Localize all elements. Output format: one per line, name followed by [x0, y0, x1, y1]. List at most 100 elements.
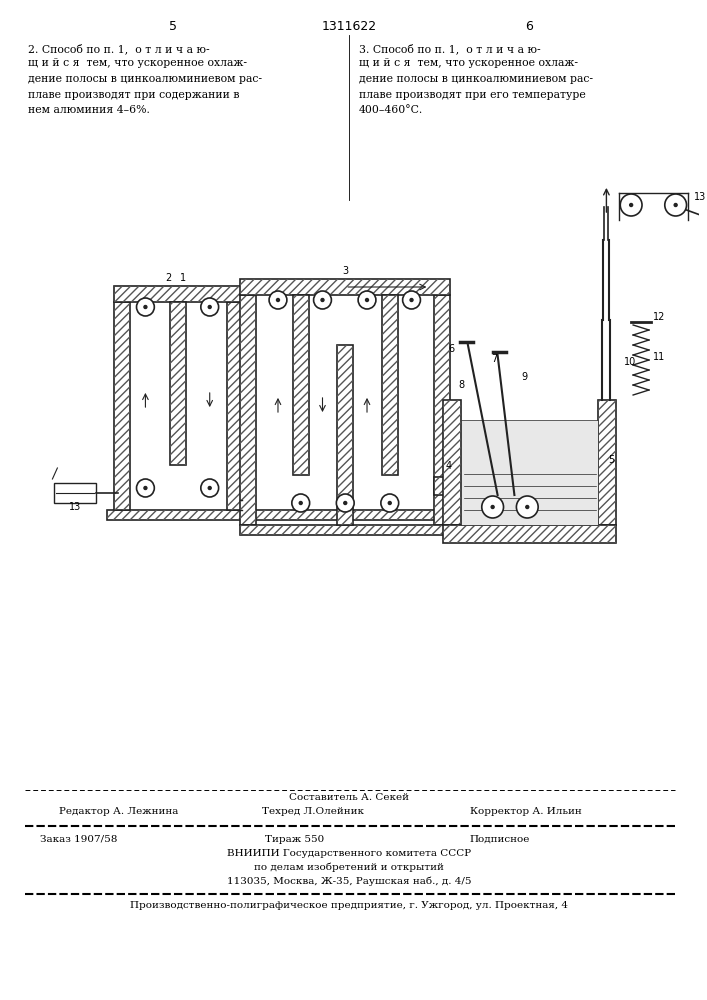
- Text: 5: 5: [169, 19, 177, 32]
- Circle shape: [358, 291, 376, 309]
- Bar: [226, 302, 243, 510]
- Text: 2: 2: [165, 273, 171, 283]
- Circle shape: [402, 291, 421, 309]
- Bar: [434, 295, 450, 525]
- Text: 3: 3: [342, 266, 349, 276]
- Bar: [107, 510, 448, 520]
- Circle shape: [388, 502, 391, 504]
- Circle shape: [674, 204, 677, 207]
- Circle shape: [526, 506, 529, 508]
- Circle shape: [491, 506, 494, 508]
- Text: 2. Способ по п. 1,  о т л и ч а ю-: 2. Способ по п. 1, о т л и ч а ю-: [28, 43, 209, 54]
- Circle shape: [292, 494, 310, 512]
- Text: дение полосы в цинкоалюминиевом рас-: дение полосы в цинкоалюминиевом рас-: [359, 74, 593, 84]
- Text: 6: 6: [448, 344, 454, 354]
- Circle shape: [344, 502, 346, 504]
- Text: 12: 12: [653, 312, 665, 322]
- Circle shape: [144, 306, 147, 308]
- Text: 13: 13: [694, 192, 706, 202]
- Text: 8: 8: [458, 380, 464, 390]
- Text: 1311622: 1311622: [322, 19, 377, 32]
- Bar: [434, 477, 459, 495]
- Circle shape: [299, 502, 302, 504]
- Bar: [114, 302, 129, 510]
- Text: 113035, Москва, Ж-35, Раушская наб., д. 4/5: 113035, Москва, Ж-35, Раушская наб., д. …: [227, 876, 472, 886]
- Bar: [240, 279, 450, 295]
- Bar: [382, 295, 397, 475]
- Bar: [293, 295, 309, 475]
- Bar: [434, 295, 450, 525]
- Bar: [434, 477, 459, 495]
- Circle shape: [209, 487, 211, 489]
- Text: Тираж 550: Тираж 550: [265, 834, 325, 844]
- Circle shape: [630, 204, 633, 207]
- Circle shape: [201, 298, 218, 316]
- Circle shape: [314, 291, 332, 309]
- Text: 13: 13: [69, 502, 81, 512]
- Text: 11: 11: [653, 352, 665, 362]
- Bar: [461, 420, 599, 525]
- Text: 9: 9: [521, 372, 527, 382]
- Circle shape: [665, 194, 686, 216]
- Circle shape: [276, 298, 279, 302]
- Bar: [240, 525, 450, 535]
- Bar: [240, 279, 450, 295]
- Text: по делам изобретений и открытий: по делам изобретений и открытий: [255, 862, 444, 872]
- Bar: [599, 400, 617, 525]
- Circle shape: [381, 494, 399, 512]
- Bar: [240, 295, 256, 525]
- Bar: [170, 302, 186, 465]
- Text: Техред Л.Олейник: Техред Л.Олейник: [262, 808, 364, 816]
- Text: Подписное: Подписное: [470, 834, 530, 844]
- Text: 400–460°С.: 400–460°С.: [359, 105, 423, 115]
- Bar: [170, 302, 186, 465]
- Circle shape: [144, 487, 147, 489]
- Circle shape: [481, 496, 503, 518]
- Bar: [240, 295, 256, 525]
- Text: плаве производят при содержании в: плаве производят при содержании в: [28, 90, 239, 100]
- Bar: [443, 400, 461, 525]
- Bar: [443, 400, 461, 525]
- Circle shape: [136, 479, 154, 497]
- Text: 6: 6: [525, 19, 533, 32]
- Text: дение полосы в цинкоалюминиевом рас-: дение полосы в цинкоалюминиевом рас-: [28, 74, 262, 84]
- Circle shape: [410, 298, 413, 302]
- Circle shape: [136, 298, 154, 316]
- Bar: [114, 302, 129, 510]
- Bar: [443, 525, 617, 543]
- Circle shape: [209, 306, 211, 308]
- Circle shape: [366, 298, 368, 302]
- Text: Редактор А. Лежнина: Редактор А. Лежнина: [59, 808, 179, 816]
- Text: щ и й с я  тем, что ускоренное охлаж-: щ и й с я тем, что ускоренное охлаж-: [359, 58, 578, 68]
- Text: плаве производят при его температуре: плаве производят при его температуре: [359, 90, 586, 100]
- Bar: [114, 286, 243, 302]
- Text: 5: 5: [609, 455, 614, 465]
- Bar: [382, 295, 397, 475]
- Bar: [337, 345, 354, 525]
- Circle shape: [337, 494, 354, 512]
- Text: 3. Способ по п. 1,  о т л и ч а ю-: 3. Способ по п. 1, о т л и ч а ю-: [359, 43, 541, 54]
- Text: 4: 4: [445, 461, 451, 471]
- Bar: [226, 302, 243, 510]
- Circle shape: [321, 298, 324, 302]
- Text: щ и й с я  тем, что ускоренное охлаж-: щ и й с я тем, что ускоренное охлаж-: [28, 58, 247, 68]
- Bar: [293, 295, 309, 475]
- Text: Составитель А. Секей: Составитель А. Секей: [289, 794, 409, 802]
- Bar: [443, 525, 617, 543]
- Text: нем алюминия 4–6%.: нем алюминия 4–6%.: [28, 105, 150, 115]
- Bar: [54, 483, 96, 503]
- Circle shape: [269, 291, 287, 309]
- Circle shape: [516, 496, 538, 518]
- Circle shape: [620, 194, 642, 216]
- Bar: [114, 286, 243, 302]
- Bar: [107, 510, 448, 520]
- Bar: [240, 525, 450, 535]
- Text: Заказ 1907/58: Заказ 1907/58: [40, 834, 117, 844]
- Text: Корректор А. Ильин: Корректор А. Ильин: [470, 808, 582, 816]
- Text: 7: 7: [491, 354, 498, 364]
- Circle shape: [201, 479, 218, 497]
- Text: Производственно-полиграфическое предприятие, г. Ужгород, ул. Проектная, 4: Производственно-полиграфическое предприя…: [130, 902, 568, 910]
- Text: 1: 1: [180, 273, 186, 283]
- Bar: [599, 400, 617, 525]
- Bar: [337, 345, 354, 525]
